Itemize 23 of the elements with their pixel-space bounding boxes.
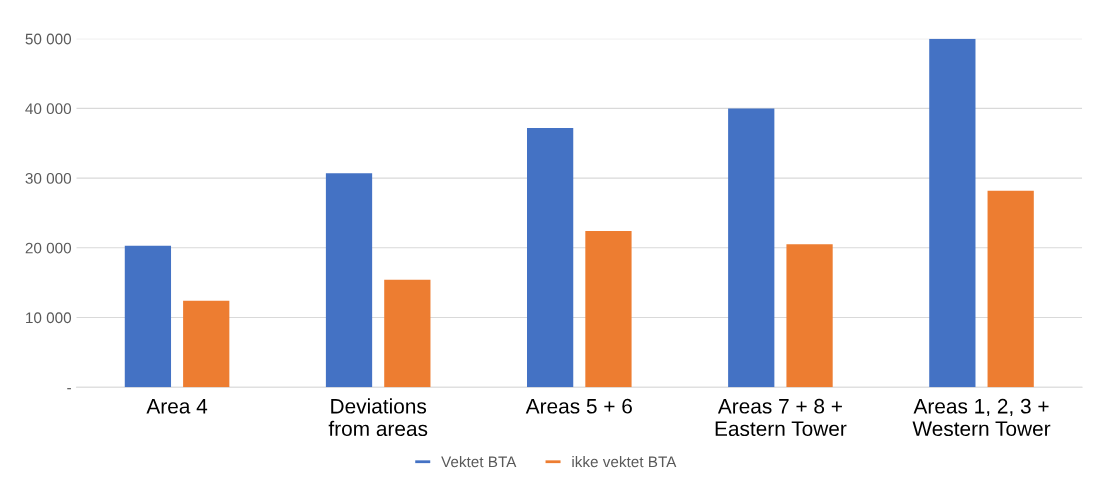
y-tick-label: 50 000	[25, 33, 72, 45]
y-tick-label: 30 000	[25, 172, 72, 184]
x-tick-label: Areas 7 + 8 + Eastern Tower	[715, 398, 847, 437]
legend-label: Vektet BTA	[441, 456, 517, 468]
y-tick-label: 40 000	[25, 103, 72, 115]
bar	[929, 38, 976, 388]
x-tick-label: Deviations from areas	[328, 398, 428, 437]
y-tick-label: 20 000	[25, 242, 72, 254]
y-tick-label: -	[67, 388, 71, 390]
bar	[124, 245, 172, 388]
legend-label: ikke vektet BTA	[572, 456, 677, 468]
bar	[325, 173, 373, 388]
x-tick-label: Areas 1, 2, 3 + Western Tower	[912, 398, 1051, 437]
y-tick-label: 10 000	[26, 312, 72, 324]
bar	[987, 190, 1034, 388]
bar	[728, 108, 775, 388]
bar	[527, 127, 574, 388]
x-tick-label: Area 4	[146, 399, 208, 414]
bar	[384, 279, 431, 388]
bar	[183, 300, 230, 388]
bar	[786, 244, 833, 388]
bar	[585, 231, 632, 388]
x-tick-label: Areas 5 + 6	[525, 398, 632, 414]
